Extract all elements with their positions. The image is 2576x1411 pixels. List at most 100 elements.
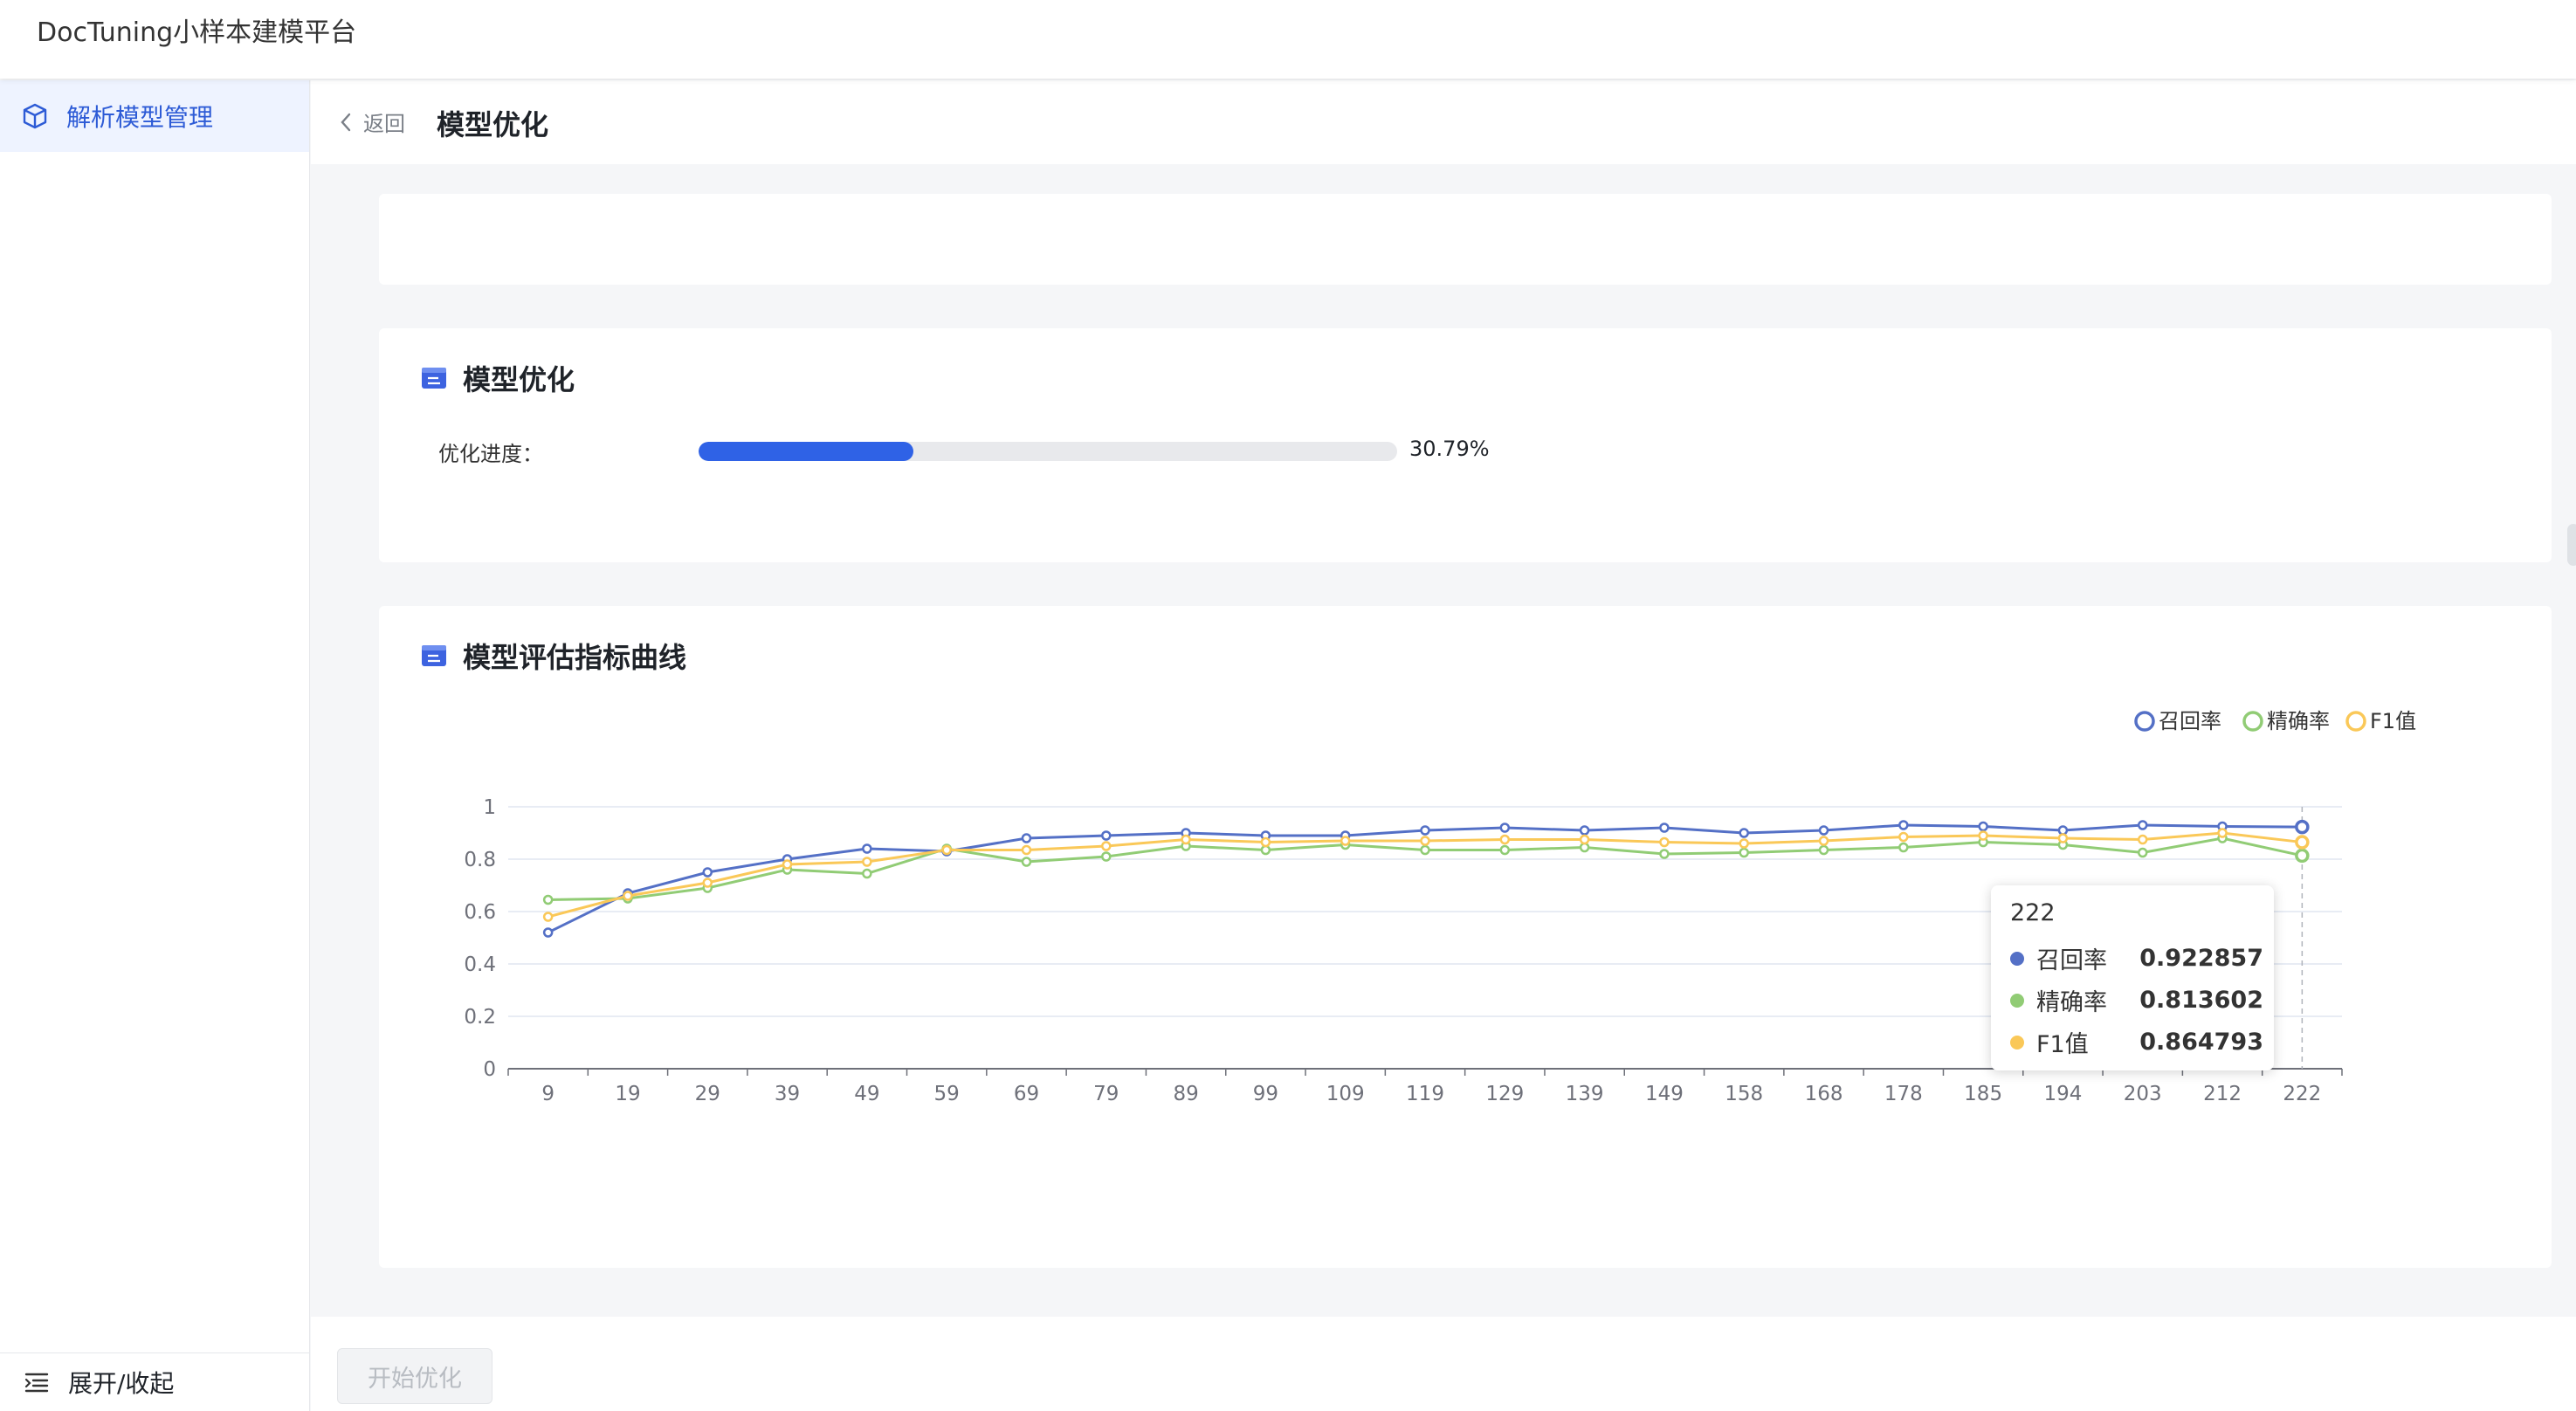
data-point [1579,834,1590,845]
top-bar: DocTuning小样本建模平台 [0,0,2576,79]
x-tick-label: 149 [1645,1083,1684,1105]
data-point [1101,851,1112,862]
metrics-chart-card: 模型评估指标曲线 0 0.2 0.4 0.6 0.8 1 9 19 29 39 49 59 69 79 89… [379,606,2552,1268]
sidebar-collapse-toggle[interactable]: 展开/收起 [0,1352,309,1411]
progress-label: 优化进度： [438,442,543,466]
x-tick-label: 168 [1805,1083,1843,1105]
x-tick-label: 9 [541,1083,554,1105]
y-tick-label: 0.6 [464,901,496,924]
data-point [1659,849,1670,859]
info-card [379,194,2552,285]
data-point [862,857,872,867]
chevron-left-icon [341,113,351,131]
series-dot [2010,1035,2024,1050]
data-point [1499,823,1511,833]
section-title-text: 模型优化 [463,363,575,396]
data-point [1898,842,1909,853]
start-optimization-button[interactable]: 开始优化 [337,1348,492,1404]
x-tick-label: 29 [695,1083,720,1105]
legend-marker [2345,711,2366,732]
optimization-card: 模型优化 优化进度： 30.79% [379,328,2552,562]
x-tick-label: 89 [1173,1083,1198,1105]
data-point [2137,847,2148,858]
x-tick-label: 203 [2124,1083,2162,1105]
x-tick-label: 158 [1725,1083,1763,1105]
data-point [1101,841,1112,851]
data-point [1420,825,1430,836]
data-point [1101,830,1112,841]
data-point [542,927,554,938]
menu-fold-icon [24,1373,49,1393]
section-title-metrics: 模型评估指标曲线 [421,636,686,676]
x-tick-label: 49 [854,1083,879,1105]
data-point [2057,833,2069,843]
x-tick-label: 139 [1566,1083,1604,1105]
series-dot [2010,951,2024,966]
section-flag-icon [422,645,446,666]
progress-percent: 30.79% [1409,437,1490,461]
data-point [1499,844,1511,856]
x-tick-label: 59 [934,1083,960,1105]
section-flag-icon [422,368,446,389]
data-point [1739,838,1749,849]
side-drawer-handle[interactable] [2567,524,2576,566]
data-point [1340,836,1351,846]
progress-bar-fill [699,442,914,461]
data-point [1181,834,1191,845]
chart-tooltip: 222 召回率 0.922857 精确率 0.813602 F1值 0.8647… [1991,885,2274,1070]
legend-marker [2242,711,2263,732]
data-point [1818,825,1829,836]
sidebar-item-model-management[interactable]: 解析模型管理 [0,80,309,152]
data-point [1499,834,1511,845]
x-tick-label: 129 [1485,1083,1524,1105]
data-point [941,844,952,856]
back-label: 返回 [363,112,405,136]
x-tick-label: 19 [615,1083,640,1105]
tooltip-series-name: F1值 [2036,1031,2089,1058]
data-point [1659,836,1670,848]
data-point [2295,819,2310,835]
legend-label: 召回率 [2159,709,2221,733]
x-tick-label: 212 [2203,1083,2242,1105]
data-point [1739,847,1749,858]
tooltip-series-value: 0.813602 [2139,987,2263,1014]
series-dot [2010,993,2024,1008]
x-tick-label: 185 [1964,1083,2002,1105]
data-point [2137,834,2148,845]
y-tick-label: 0.2 [464,1006,496,1029]
data-point [2295,848,2310,864]
y-tick-label: 1 [483,796,496,819]
data-point [862,843,872,854]
cube-icon [23,103,47,129]
back-button[interactable]: 返回 [337,107,405,137]
x-tick-label: 178 [1884,1083,1923,1105]
data-point [782,859,793,870]
y-tick-label: 0 [483,1058,496,1081]
collapse-label: 展开/收起 [68,1369,175,1398]
x-tick-label: 222 [2283,1083,2321,1105]
data-point [2057,825,2069,836]
app-title: DocTuning小样本建模平台 [37,17,357,48]
legend-marker [2134,711,2155,732]
data-point [1898,831,1909,843]
data-point [1420,844,1430,856]
footer-bar: 开始优化 [311,1317,2576,1411]
legend-label: 精确率 [2267,709,2330,733]
data-point [542,912,554,922]
x-tick-label: 109 [1326,1083,1365,1105]
data-point [1898,820,1909,830]
data-point [1420,836,1430,846]
page-title: 模型优化 [437,108,549,141]
sidebar: 解析模型管理 展开/收起 [0,80,310,1411]
data-point [1739,828,1749,838]
x-tick-label: 39 [775,1083,800,1105]
tooltip-series-value: 0.864793 [2139,1029,2263,1056]
data-point [702,867,713,878]
data-point [1818,844,1829,856]
data-point [1021,844,1032,856]
data-point [702,878,713,888]
progress-bar [699,442,1397,461]
data-point [1659,823,1670,833]
page-header: 返回 模型优化 [311,80,2576,164]
data-point [2137,820,2148,830]
